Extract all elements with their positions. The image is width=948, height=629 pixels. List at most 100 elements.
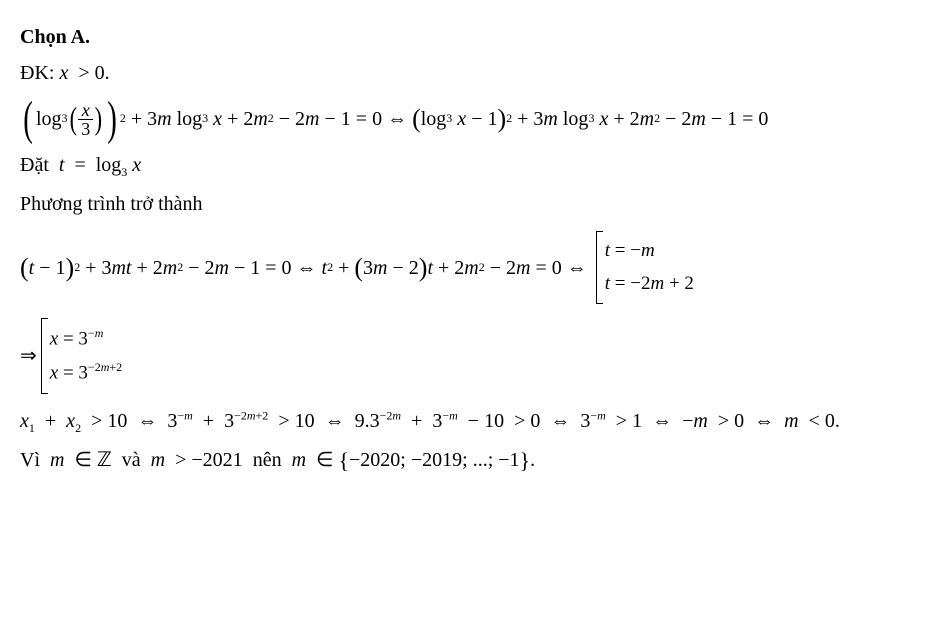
ezero3: 0 <box>825 410 835 432</box>
rp4: ) <box>419 251 428 285</box>
vi-label: Vì <box>20 449 40 471</box>
zero4: 0 <box>552 255 562 281</box>
plus5: + <box>80 255 101 281</box>
dk-line: ĐK: x > 0. <box>20 60 928 86</box>
es2: 2 <box>75 421 81 435</box>
em6: m <box>784 410 798 432</box>
vibl: { <box>338 448 349 473</box>
dat-x: x <box>132 154 141 176</box>
ien1: − <box>88 326 95 340</box>
eten3: 10 <box>484 410 504 432</box>
c2n: − <box>630 273 641 294</box>
es1: 1 <box>29 421 35 435</box>
emin1: − <box>463 410 484 432</box>
egt2: > <box>273 410 294 432</box>
em3: m <box>449 409 458 423</box>
frac-den: 3 <box>78 119 93 138</box>
frac-num: x <box>79 101 93 119</box>
c1n: − <box>630 240 641 261</box>
ie1: = <box>63 329 74 350</box>
m12: m <box>516 255 530 281</box>
eq2b: = <box>530 255 551 281</box>
viz: ℤ <box>97 447 112 473</box>
egt5: > <box>713 410 734 432</box>
dk-zero: 0 <box>95 62 105 84</box>
em5: m <box>693 410 707 432</box>
vi-in2: ∈ <box>311 449 338 471</box>
equation-1: ( log3 ( x 3 ) )2 + 3m log3 x + 2m2 − 2m… <box>20 100 928 138</box>
implication-block: ⇒ x = 3−m x = 3−2m+2 <box>20 318 928 394</box>
plus8: + <box>433 255 454 281</box>
two4: 2 <box>681 106 691 132</box>
x4: x <box>599 106 608 132</box>
one1: 1 <box>341 106 351 132</box>
iff1: ⇔ <box>382 106 412 132</box>
eq2a: = <box>260 255 281 281</box>
min10: − <box>485 255 506 281</box>
e33: 3 <box>370 410 380 432</box>
equation-3: x1 + x2 > 10 ⇔ 3−m + 3−2m+2 > 10 ⇔ 9.3−2… <box>20 408 928 437</box>
plus1: + <box>126 106 147 132</box>
two7: 2 <box>409 255 419 281</box>
dat-eq: = <box>69 154 90 176</box>
three3: 3 <box>101 255 111 281</box>
iet2: 2 <box>116 360 122 374</box>
header-chon: Chọn A. <box>20 24 928 50</box>
egt3: > <box>509 410 530 432</box>
emp2: m <box>247 409 256 423</box>
vigt: > <box>170 449 191 471</box>
m9: m <box>215 255 229 281</box>
ex1: x <box>20 410 29 432</box>
two5: 2 <box>153 255 163 281</box>
m7: m <box>111 255 125 281</box>
dat-label: Đặt <box>20 154 49 176</box>
cases-t: t = −m t = −2m + 2 <box>596 231 698 304</box>
m5: m <box>640 106 654 132</box>
iff3: ⇔ <box>562 255 592 281</box>
rparen-m: ) <box>95 106 102 132</box>
log2b: 3 <box>202 111 208 127</box>
ib2: 3 <box>78 363 88 384</box>
lp4: ( <box>354 251 363 285</box>
m3: m <box>305 106 319 132</box>
eq1b: = <box>737 106 758 132</box>
frac-x3: x 3 <box>78 101 93 138</box>
c2m: m <box>650 273 664 294</box>
min9: − <box>387 255 408 281</box>
zero3: 0 <box>282 255 292 281</box>
case-x1: x = 3−m <box>50 322 122 356</box>
eone1: 1 <box>632 410 642 432</box>
two8: 2 <box>454 255 464 281</box>
m11: m <box>464 255 478 281</box>
zero2: 0 <box>758 106 768 132</box>
ib1: 3 <box>78 329 88 350</box>
eten1: 10 <box>107 410 127 432</box>
dk-dot: . <box>105 62 110 84</box>
c2p: + <box>669 273 680 294</box>
visi: −2020; −2019; ...; −1 <box>349 449 520 471</box>
plus4: + <box>608 106 629 132</box>
arrow: ⇒ <box>20 343 37 369</box>
x3: x <box>457 106 466 132</box>
eplus3: + <box>406 410 427 432</box>
one3: 1 <box>727 106 737 132</box>
egt4: > <box>611 410 632 432</box>
dat-log: log <box>96 154 122 176</box>
ex2: x <box>66 410 75 432</box>
en2m: −2 <box>234 409 247 423</box>
vi-line: Vì m ∈ ℤ và m > −2021 nên m ∈ {−2020; −2… <box>20 447 928 476</box>
m8: m <box>163 255 177 281</box>
lparen-big: ( <box>23 100 33 138</box>
min7: − <box>183 255 204 281</box>
ezero1: 0 <box>530 410 540 432</box>
bracket-l1 <box>596 231 603 304</box>
elt1: < <box>804 410 825 432</box>
cases-x: x = 3−m x = 3−2m+2 <box>41 318 126 394</box>
dk-gt: > <box>73 62 94 84</box>
e9: 9 <box>355 410 365 432</box>
minus4: − <box>660 106 681 132</box>
log4b: 3 <box>588 111 594 127</box>
ie2: = <box>63 363 74 384</box>
equation-2: (t − 1)2 + 3mt + 2m2 − 2m − 1 = 0 ⇔ t2 +… <box>20 231 928 304</box>
log3: log <box>421 106 447 132</box>
